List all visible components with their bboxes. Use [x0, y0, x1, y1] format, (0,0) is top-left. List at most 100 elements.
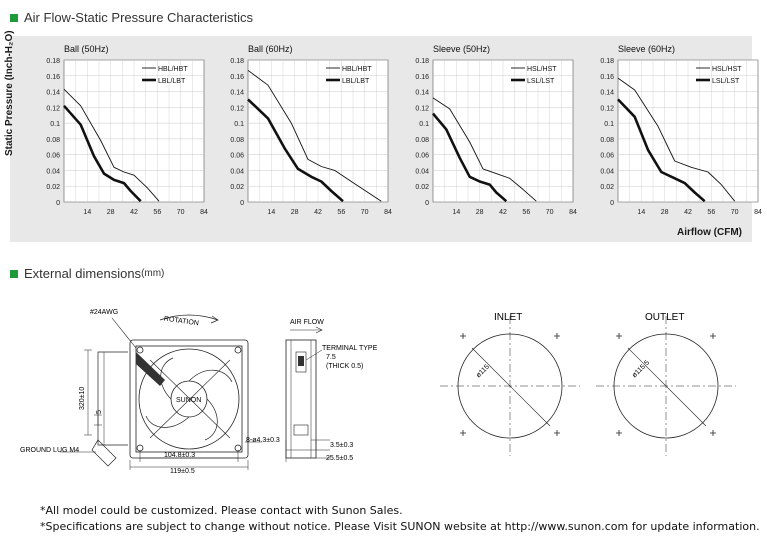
y-tick-label: 0.14	[230, 90, 244, 97]
dimension-drawings: #24AWG ROTATION SUNON 320±10 5 GROUND LU…	[20, 309, 736, 475]
y-tick-label: 0.02	[415, 184, 429, 191]
chart-title: Ball (60Hz)	[248, 44, 293, 54]
chart-3: Sleeve (60Hz) 0 0.02 0.04 0.06 0.08 0.1 0.12 0.1…	[592, 42, 767, 227]
inlet-diameter-label: ø115	[475, 363, 491, 379]
y-axis-label: Static Pressure (Inch-H₂O)	[4, 30, 15, 156]
footnote-specifications: *Specifications are subject to change wi…	[40, 520, 760, 533]
lead-length-label: 320±10	[79, 387, 86, 410]
y-tick-label: 0.18	[46, 58, 60, 65]
chart-title: Ball (50Hz)	[64, 44, 109, 54]
legend-label: LBL/LBT	[342, 78, 370, 85]
outlet-diameter-label: ø115.5	[631, 359, 651, 379]
series-line-1	[432, 112, 508, 203]
chart-svg: Ball (60Hz) 0 0.02 0.04 0.06 0.08 0.1 0.12 0.14 0…	[230, 44, 392, 216]
y-tick-label: 0.02	[600, 184, 614, 191]
x-tick-label: 70	[177, 209, 185, 216]
x-tick-label: 28	[476, 209, 484, 216]
holes-label: 8-ø4.3±0.3	[246, 437, 280, 444]
y-tick-label: 0.02	[46, 184, 60, 191]
chart-title: Sleeve (50Hz)	[433, 44, 490, 54]
x-tick-label: 42	[314, 209, 322, 216]
front-view-drawing	[60, 314, 262, 470]
side-view-drawing	[285, 326, 330, 462]
y-tick-label: 0.12	[415, 105, 429, 112]
series-line-0	[432, 97, 537, 202]
y-tick-label: 0.12	[46, 105, 60, 112]
x-tick-label: 84	[569, 209, 577, 216]
y-tick-label: 0.16	[415, 74, 429, 81]
y-tick-label: 0.04	[600, 168, 614, 175]
series-line-0	[63, 88, 160, 202]
legend-label: HBL/HBT	[342, 66, 372, 73]
y-tick-label: 0.14	[600, 90, 614, 97]
terminal-type-label: TERMINAL TYPE	[322, 345, 378, 352]
series-line-0	[247, 69, 382, 202]
terminal-thick-label: (THICK 0.5)	[326, 363, 363, 370]
chart-0: Ball (50Hz) 0 0.02 0.04 0.06 0.08 0.1 0.12 0.14 0…	[38, 42, 218, 227]
x-tick-label: 56	[153, 209, 161, 216]
y-tick-label: 0	[610, 200, 614, 207]
legend-label: LSL/LST	[712, 78, 740, 85]
chart-2: Sleeve (50Hz) 0 0.02 0.04 0.06 0.08 0.1 0.12 0.1…	[407, 42, 587, 227]
legend-label: LSL/LST	[527, 78, 555, 85]
x-tick-label: 56	[522, 209, 530, 216]
chart-title: Sleeve (60Hz)	[618, 44, 675, 54]
brand-label: SUNON	[176, 397, 201, 404]
y-tick-label: 0.06	[600, 153, 614, 160]
section-marker-icon	[10, 13, 18, 22]
hole-spacing-label: 104.8±0.3	[164, 452, 195, 459]
x-tick-label: 84	[754, 209, 762, 216]
x-tick-label: 14	[637, 209, 645, 216]
y-tick-label: 0.1	[419, 121, 429, 128]
y-tick-label: 0.04	[415, 168, 429, 175]
y-tick-label: 0.14	[46, 90, 60, 97]
rotation-label: ROTATION	[163, 316, 199, 328]
y-tick-label: 0.08	[600, 137, 614, 144]
y-tick-label: 0.16	[230, 74, 244, 81]
awg-label: #24AWG	[90, 309, 118, 316]
y-tick-label: 0.16	[46, 74, 60, 81]
x-tick-label: 28	[291, 209, 299, 216]
series-line-1	[63, 104, 142, 203]
section-title-text: Air Flow-Static Pressure Characteristics	[24, 10, 253, 25]
x-tick-label: 56	[707, 209, 715, 216]
section-title-unit: (mm)	[141, 268, 165, 279]
y-tick-label: 0.18	[600, 58, 614, 65]
legend-label: HBL/HBT	[158, 66, 188, 73]
y-tick-label: 0	[240, 200, 244, 207]
y-tick-label: 0.08	[46, 137, 60, 144]
air-flow-label: AIR FLOW	[290, 319, 324, 326]
x-tick-label: 84	[200, 209, 208, 216]
depth-label: 25.5±0.5	[326, 455, 353, 462]
chart-svg: Ball (50Hz) 0 0.02 0.04 0.06 0.08 0.1 0.12 0.14 0…	[46, 44, 208, 216]
x-tick-label: 28	[661, 209, 669, 216]
x-tick-label: 14	[83, 209, 91, 216]
series-line-0	[617, 77, 736, 202]
x-tick-label: 42	[684, 209, 692, 216]
x-tick-label: 70	[546, 209, 554, 216]
y-tick-label: 0	[425, 200, 429, 207]
y-tick-label: 0.1	[50, 121, 60, 128]
y-tick-label: 0.18	[230, 58, 244, 65]
chart-panel: Static Pressure (Inch-H₂O) Ball (50Hz) 0 0…	[4, 30, 762, 242]
y-tick-label: 0.08	[415, 137, 429, 144]
x-tick-label: 56	[337, 209, 345, 216]
x-tick-label: 14	[267, 209, 275, 216]
x-tick-label: 42	[499, 209, 507, 216]
chart-svg: Sleeve (60Hz) 0 0.02 0.04 0.06 0.08 0.1 0.12 0.1…	[600, 44, 762, 216]
chart-svg: Sleeve (50Hz) 0 0.02 0.04 0.06 0.08 0.1 0.12 0.1…	[415, 44, 577, 216]
frame-width-label: 119±0.5	[170, 468, 195, 475]
y-tick-label: 0	[56, 200, 60, 207]
x-tick-label: 42	[130, 209, 138, 216]
legend-label: LBL/LBT	[158, 78, 186, 85]
y-tick-label: 0.12	[600, 105, 614, 112]
y-tick-label: 0.16	[600, 74, 614, 81]
outlet-label: OUTLET	[645, 312, 684, 323]
legend-label: HSL/HST	[527, 66, 557, 73]
y-tick-label: 0.1	[604, 121, 614, 128]
y-tick-label: 0.06	[46, 153, 60, 160]
inlet-drawing	[440, 316, 580, 456]
series-line-1	[247, 98, 344, 203]
x-tick-label: 70	[361, 209, 369, 216]
outlet-drawing	[596, 316, 736, 456]
